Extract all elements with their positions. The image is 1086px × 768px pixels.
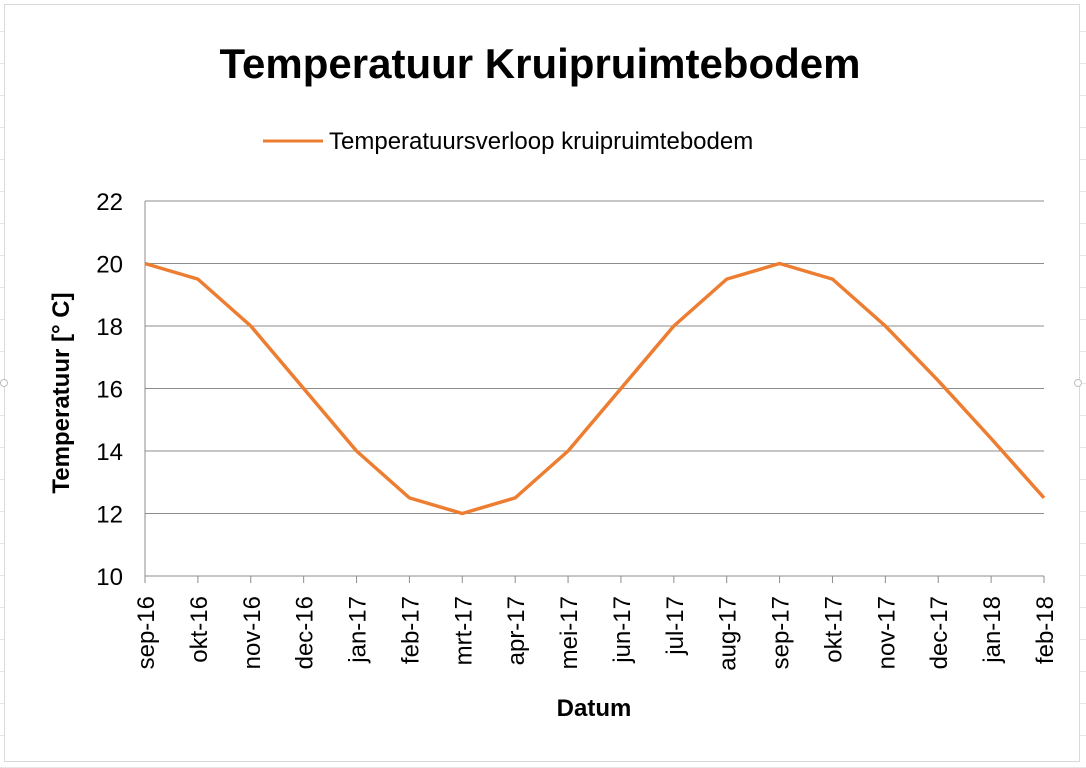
x-tick-label: nov-17 bbox=[873, 596, 900, 669]
y-tick-label: 12 bbox=[96, 502, 123, 529]
x-tick-label: jun-17 bbox=[609, 596, 636, 664]
resize-handle-left[interactable] bbox=[0, 379, 8, 387]
x-tick-label: dec-16 bbox=[292, 596, 319, 669]
y-tick-label: 20 bbox=[96, 252, 123, 279]
x-axis-label: Datum bbox=[557, 695, 632, 722]
legend-label: Temperatuursverloop kruipruimtebodem bbox=[329, 128, 753, 155]
y-axis-ticks: 10 12 14 16 18 20 22 bbox=[96, 189, 123, 591]
x-tick-label: jan-17 bbox=[345, 596, 372, 664]
x-tick-label: dec-17 bbox=[926, 596, 953, 669]
y-tick-label: 10 bbox=[96, 564, 123, 591]
y-tick-label: 14 bbox=[96, 439, 123, 466]
y-axis-label: Temperatuur [° C] bbox=[48, 292, 75, 493]
x-tick-label: feb-17 bbox=[397, 596, 424, 664]
y-tick-label: 18 bbox=[96, 314, 123, 341]
x-tick-label: mei-17 bbox=[556, 596, 583, 669]
x-tick-label: aug-17 bbox=[715, 596, 742, 671]
x-tick-label: nov-16 bbox=[239, 596, 266, 669]
series-line[interactable] bbox=[144, 261, 1046, 516]
x-tick-label: mrt-17 bbox=[450, 596, 477, 665]
series-group bbox=[144, 261, 1046, 516]
x-tick-label: okt-17 bbox=[820, 596, 847, 663]
resize-handle-right[interactable] bbox=[1074, 379, 1082, 387]
line-chart: Temperatuur Kruipruimtebodem Temperatuur… bbox=[48, 40, 1059, 722]
x-tick-label: apr-17 bbox=[503, 596, 530, 665]
x-axis-ticks: sep-16 okt-16 nov-16 dec-16 jan-17 feb-17 mrt-… bbox=[133, 576, 1059, 671]
x-tick-label: jan-18 bbox=[979, 596, 1006, 664]
x-tick-label: sep-16 bbox=[133, 596, 160, 669]
y-tick-label: 22 bbox=[96, 189, 123, 216]
x-tick-label: okt-16 bbox=[186, 596, 213, 663]
x-tick-label: jul-17 bbox=[662, 596, 689, 656]
legend: Temperatuursverloop kruipruimtebodem bbox=[263, 128, 753, 155]
gridlines bbox=[145, 200, 1044, 577]
x-tick-label: feb-18 bbox=[1032, 596, 1059, 664]
chart-title: Temperatuur Kruipruimtebodem bbox=[220, 40, 861, 87]
x-tick-label: sep-17 bbox=[768, 596, 795, 669]
y-tick-label: 16 bbox=[96, 377, 123, 404]
chart-area[interactable]: Temperatuur Kruipruimtebodem Temperatuur… bbox=[4, 4, 1080, 762]
